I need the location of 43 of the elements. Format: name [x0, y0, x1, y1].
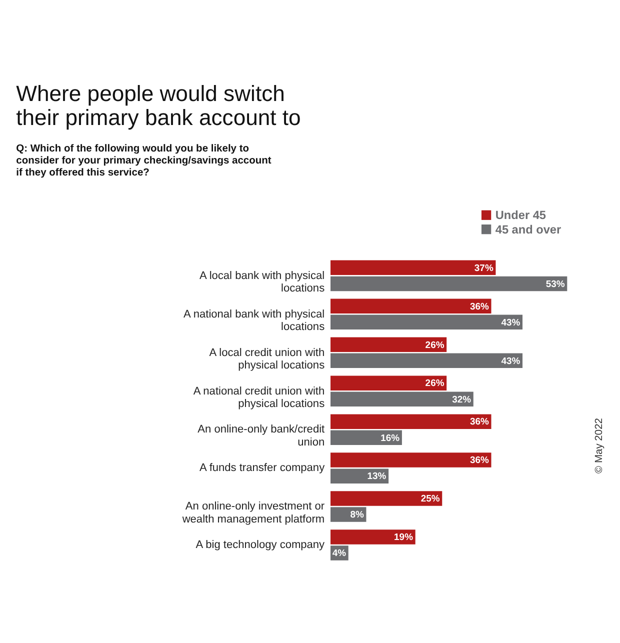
- bar: [330, 298, 492, 314]
- legend-label: 45 and over: [495, 222, 562, 236]
- bar: [330, 468, 389, 484]
- y-tick-label: An online-only bank/credit union: [198, 424, 325, 448]
- bar: [330, 414, 492, 429]
- bar: [330, 260, 496, 276]
- y-tick-label: A funds transfer company: [200, 462, 326, 474]
- data-label: 26%: [425, 378, 445, 390]
- bar: [330, 276, 568, 292]
- data-label: 13%: [367, 471, 387, 482]
- legend-label: Under 45: [495, 208, 546, 222]
- data-label: 16%: [380, 432, 400, 444]
- bar: [330, 314, 522, 330]
- y-tick-label: A local bank with physical locations: [200, 270, 326, 294]
- data-label: 26%: [425, 340, 445, 351]
- data-label: 4%: [332, 548, 347, 560]
- y-tick-label: A local credit union with physical locations: [209, 346, 326, 372]
- y-tick-label: A national bank with physical locations: [184, 308, 326, 333]
- text: Q: Which of the following would you be likely to consider for your primary checking/savings account if they offered this service?: [16, 144, 272, 178]
- bar: [330, 452, 492, 468]
- data-label: 36%: [470, 416, 490, 428]
- bar: [330, 430, 402, 445]
- bar: [330, 392, 474, 406]
- bar: [330, 337, 447, 352]
- data-label: 43%: [501, 317, 521, 328]
- data-label: 32%: [452, 394, 472, 406]
- text: © May 2022: [594, 418, 605, 474]
- y-tick-label: A big technology company: [196, 539, 326, 552]
- bar: [330, 491, 442, 506]
- data-label: 19%: [394, 532, 414, 544]
- data-label: 36%: [470, 301, 490, 312]
- bar: [330, 530, 416, 544]
- data-label: 37%: [474, 262, 494, 274]
- data-label: 25%: [420, 494, 440, 505]
- data-label: 8%: [350, 510, 364, 521]
- bar: [330, 353, 522, 368]
- y-tick-label: A national credit union with physical locations: [193, 385, 326, 410]
- data-label: 36%: [470, 455, 490, 466]
- y-tick-label: An online-only investment or wealth management platform: [181, 500, 325, 526]
- chart-title: Where people would switch their primary bank account to: [16, 81, 301, 130]
- data-label: 43%: [501, 356, 521, 367]
- bar: [330, 376, 447, 390]
- data-label: 53%: [546, 278, 566, 290]
